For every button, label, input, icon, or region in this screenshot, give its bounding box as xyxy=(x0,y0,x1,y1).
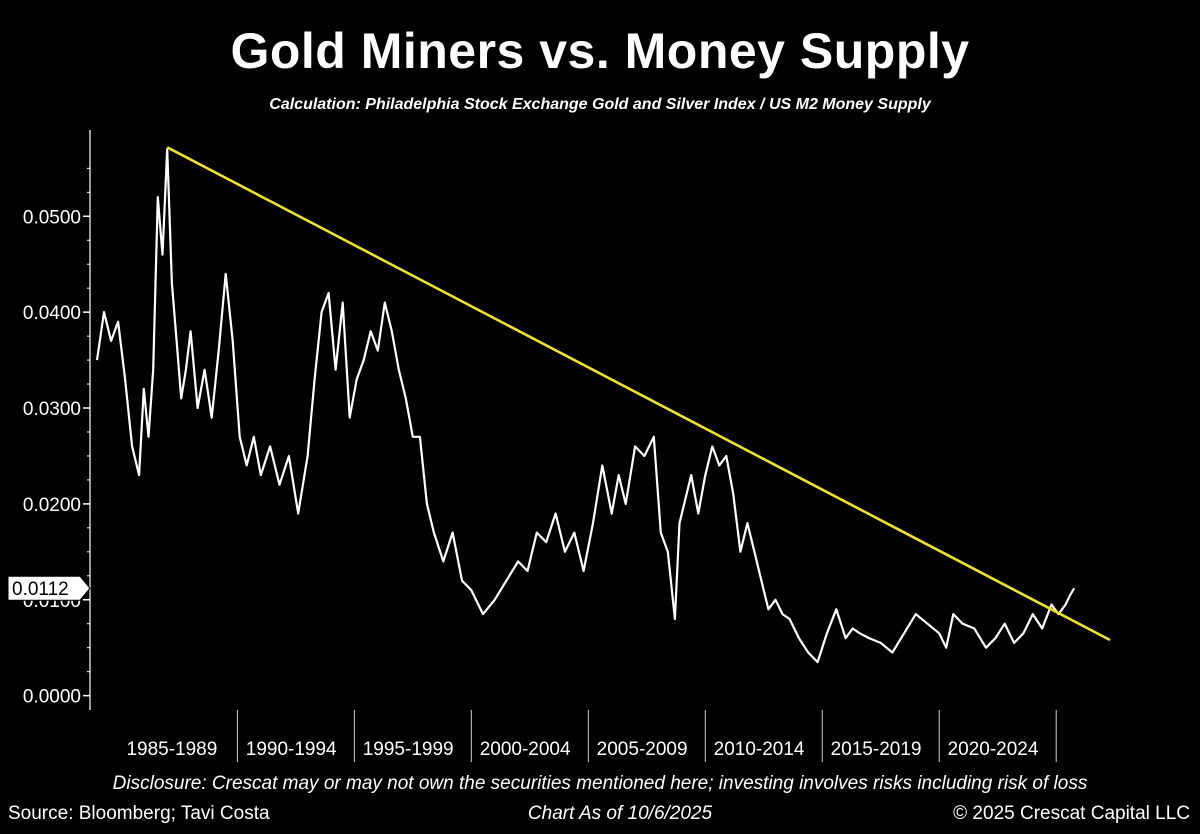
x-tick-label: 1985-1989 xyxy=(126,739,217,760)
disclosure-text: Disclosure: Crescat may or may not own t… xyxy=(112,773,1088,794)
chart-title: Gold Miners vs. Money Supply xyxy=(230,23,970,79)
y-tick-label: 0.0400 xyxy=(23,303,81,324)
chart-axes xyxy=(83,130,1057,762)
x-tick-label: 2010-2014 xyxy=(714,739,805,760)
y-tick-label: 0.0500 xyxy=(23,207,81,228)
x-tick-label: 2005-2009 xyxy=(597,739,688,760)
x-tick-label: 2015-2019 xyxy=(831,739,922,760)
last-value-label: 0.0112 xyxy=(12,579,69,600)
x-tick-label: 1990-1994 xyxy=(246,739,337,760)
y-tick-label: 0.0200 xyxy=(23,495,81,516)
chart-as-of-date: Chart As of 10/6/2025 xyxy=(527,803,713,824)
x-tick-label: 2000-2004 xyxy=(480,739,571,760)
axis-labels: 0.00000.01000.02000.03000.04000.05001985… xyxy=(7,207,1039,760)
trendline xyxy=(166,146,1111,642)
y-tick-label: 0.0300 xyxy=(23,399,81,420)
x-tick-label: 1995-1999 xyxy=(363,739,454,760)
last-value-tag xyxy=(7,575,91,601)
y-tick-label: 0.0000 xyxy=(23,687,81,708)
x-tick-label: 2020-2024 xyxy=(948,739,1039,760)
gold-miners-money-supply-line xyxy=(95,148,1076,664)
source-text: Source: Bloomberg; Tavi Costa xyxy=(8,803,270,824)
copyright-text: © 2025 Crescat Capital LLC xyxy=(953,803,1190,824)
chart-subtitle: Calculation: Philadelphia Stock Exchange… xyxy=(269,96,931,113)
series-layer xyxy=(95,146,1111,664)
